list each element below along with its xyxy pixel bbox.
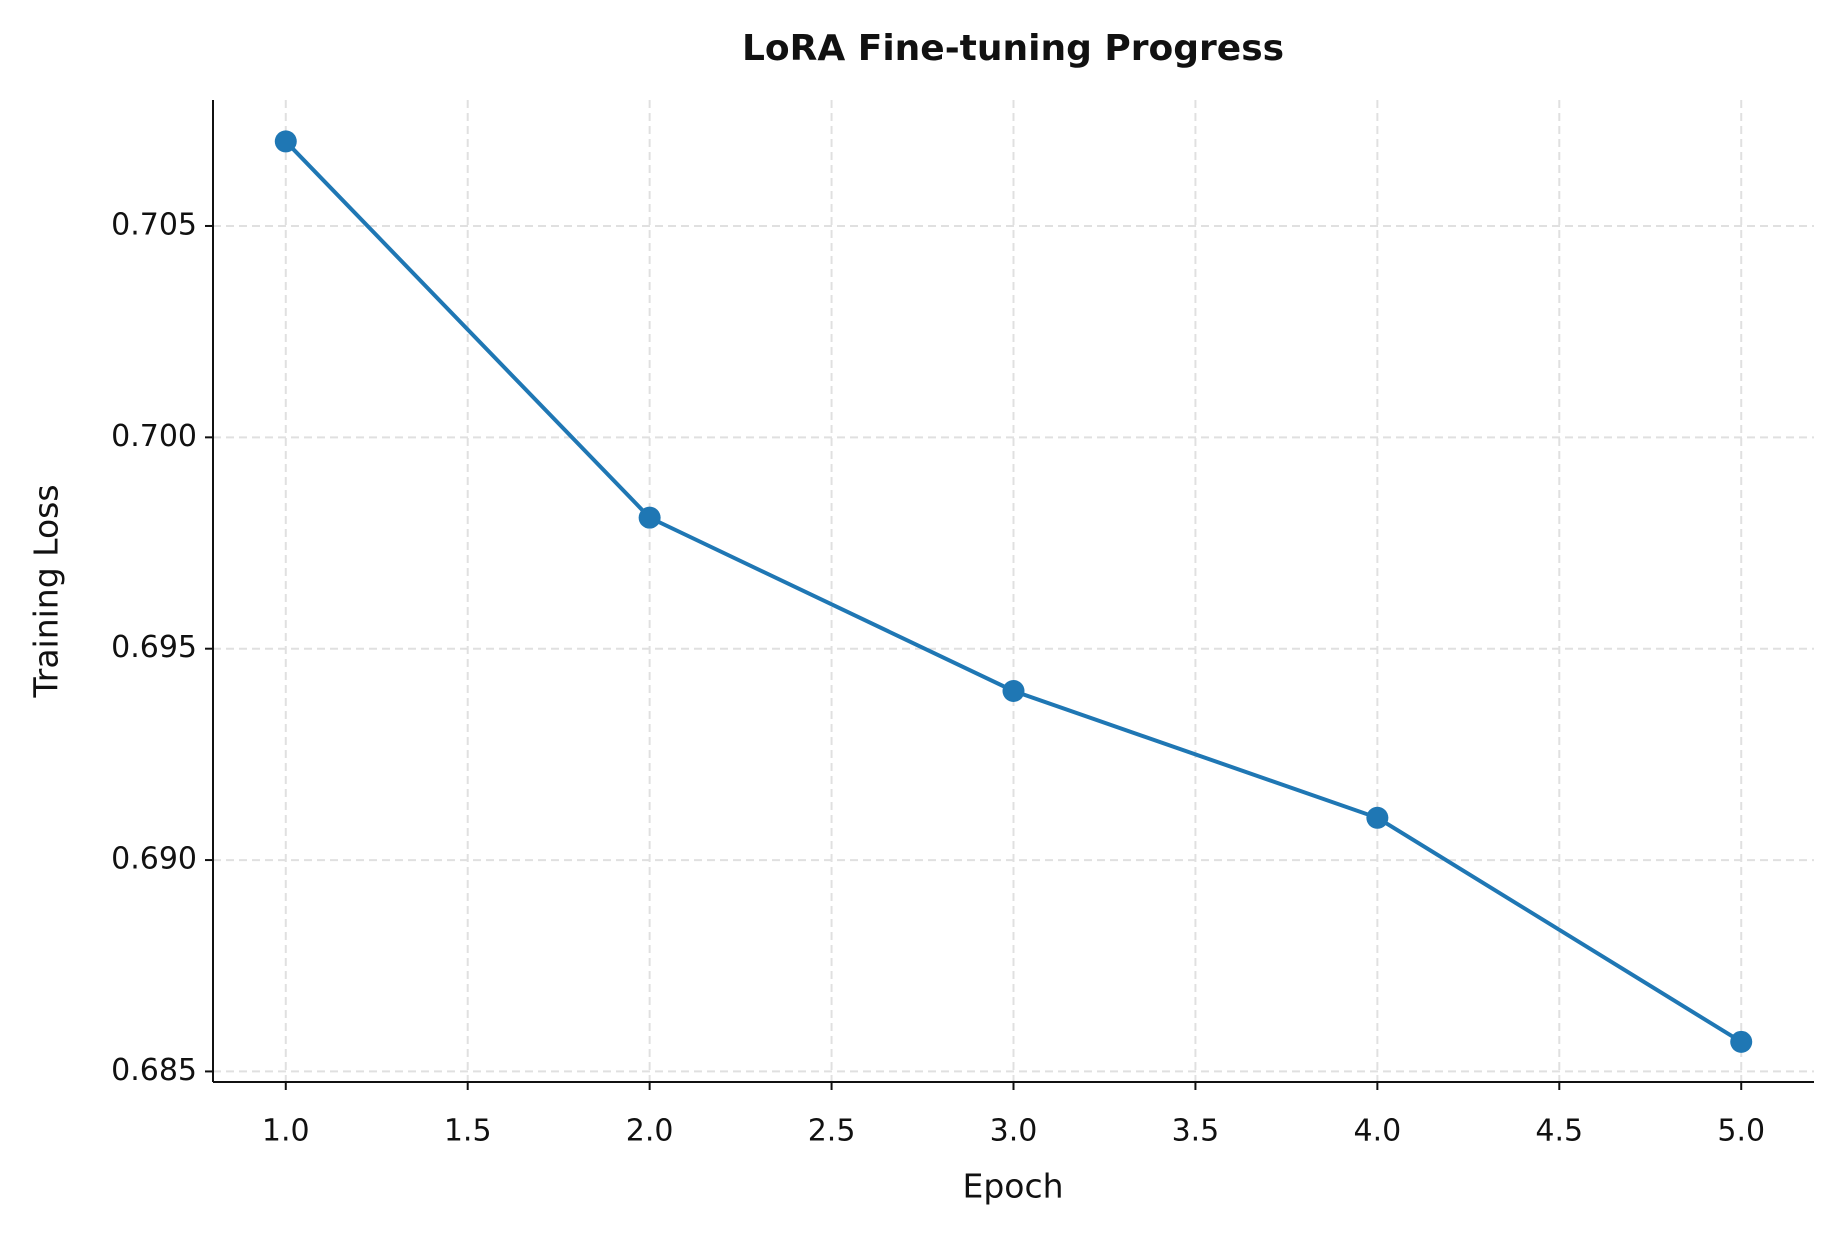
marker: [638, 506, 661, 529]
y-tick-label: 0.695: [111, 630, 197, 665]
y-axis-label: Training Loss: [27, 484, 66, 698]
y-tick-label: 0.690: [111, 842, 197, 877]
chart-title: LoRA Fine-tuning Progress: [742, 28, 1284, 69]
x-axis-label: Epoch: [962, 1167, 1063, 1206]
marker: [1366, 806, 1389, 829]
x-tick-label: 3.0: [990, 1114, 1038, 1149]
marker: [1002, 679, 1025, 702]
marker: [274, 130, 297, 153]
y-tick-label: 0.705: [111, 207, 197, 242]
marker: [1730, 1030, 1753, 1053]
x-tick-label: 1.0: [262, 1114, 310, 1149]
y-tick-label: 0.700: [111, 419, 197, 454]
y-tick-label: 0.685: [111, 1053, 197, 1088]
x-tick-label: 3.5: [1172, 1114, 1220, 1149]
x-tick-label: 5.0: [1717, 1114, 1765, 1149]
x-tick-label: 2.5: [808, 1114, 856, 1149]
x-tick-label: 2.0: [626, 1114, 674, 1149]
x-tick-label: 4.5: [1535, 1114, 1583, 1149]
x-tick-label: 4.0: [1354, 1114, 1402, 1149]
x-tick-label: 1.5: [444, 1114, 492, 1149]
